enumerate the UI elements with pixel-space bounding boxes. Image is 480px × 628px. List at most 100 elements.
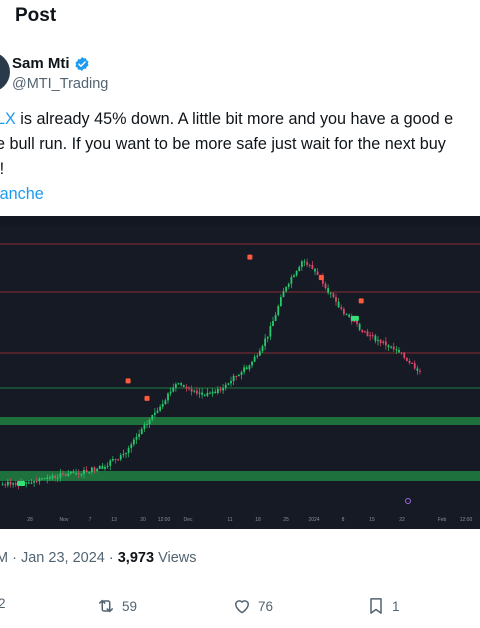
heart-icon xyxy=(235,600,249,614)
like-button[interactable]: 76 xyxy=(232,596,273,616)
author-name[interactable]: Sam Mti xyxy=(12,55,90,72)
candle-body xyxy=(256,355,259,357)
author-handle[interactable]: @MTI_Trading xyxy=(12,76,109,92)
candle-body xyxy=(416,368,419,371)
candle-body xyxy=(30,482,33,484)
sell-signal-1 xyxy=(144,395,150,401)
candle-body xyxy=(51,475,54,479)
candle-body xyxy=(114,459,117,461)
candle-body xyxy=(264,338,267,347)
post-date[interactable]: Jan 23, 2024 xyxy=(20,550,105,566)
candle-body xyxy=(274,315,277,321)
candle-body xyxy=(14,483,17,485)
candle-body xyxy=(90,467,93,473)
x-tick-label: 8 xyxy=(342,517,345,523)
candle-body xyxy=(148,419,151,424)
candle-body xyxy=(188,387,190,389)
post-line-1-text: is already 45% down. A little bit more a… xyxy=(15,110,454,128)
candle-body xyxy=(413,363,416,369)
x-tick-label: 2024 xyxy=(308,517,319,523)
candle-body xyxy=(419,370,421,372)
candle-body xyxy=(235,375,238,377)
post-time[interactable]: M xyxy=(0,550,9,566)
candle-body xyxy=(369,335,372,337)
candle-body xyxy=(177,383,180,385)
x-tick-label: Nov xyxy=(60,517,69,523)
candle-body xyxy=(83,470,85,475)
x-tick-label: 12:00 xyxy=(460,517,473,523)
candle-body xyxy=(25,482,28,484)
candle-body xyxy=(151,414,154,420)
reply-button[interactable]: 2 xyxy=(0,596,6,611)
candle-body xyxy=(258,351,261,356)
repost-count: 59 xyxy=(122,598,138,614)
candle-body xyxy=(314,268,316,272)
candle-body xyxy=(279,297,282,307)
candle-body xyxy=(159,406,162,411)
sell-signal-0 xyxy=(125,378,131,384)
candle-body xyxy=(85,470,88,472)
candle-body xyxy=(216,389,219,394)
candle-body xyxy=(342,308,345,315)
candle-body xyxy=(35,481,38,483)
meta-separator: · xyxy=(12,550,21,566)
candle-body xyxy=(203,394,206,396)
like-count: 76 xyxy=(258,598,274,614)
candle-body xyxy=(104,466,106,469)
candle-body xyxy=(398,349,400,353)
candle-body xyxy=(101,465,104,469)
x-tick-label: 20 xyxy=(140,517,146,523)
candle-body xyxy=(132,439,135,445)
bookmark-count: 1 xyxy=(392,598,400,614)
candle-body xyxy=(4,484,7,486)
candle-body xyxy=(69,471,72,474)
candle-body xyxy=(384,341,387,346)
candle-body xyxy=(374,335,377,341)
candle-body xyxy=(33,481,36,483)
x-tick-label: 22 xyxy=(399,517,405,523)
candle-body xyxy=(72,471,75,473)
candle-body xyxy=(195,390,198,394)
candle-body xyxy=(64,474,67,476)
candle-body xyxy=(1,484,4,486)
candle-body xyxy=(353,320,356,322)
candle-body xyxy=(98,465,101,469)
candle-body xyxy=(348,314,351,317)
candle-body xyxy=(172,387,175,392)
candle-body xyxy=(169,391,172,394)
candle-body xyxy=(48,477,51,479)
candle-body xyxy=(146,423,148,425)
candle-body xyxy=(43,478,46,480)
verified-badge-icon xyxy=(74,56,89,71)
bookmark-button[interactable]: 1 xyxy=(366,596,400,616)
event-marker-icon xyxy=(405,498,411,504)
reply-count: 2 xyxy=(0,596,6,611)
candle-body xyxy=(382,341,385,344)
candle-body xyxy=(77,473,80,475)
candle-body xyxy=(88,471,91,473)
avatar[interactable] xyxy=(0,52,10,92)
candle-body xyxy=(109,460,112,466)
x-tick-label: 13 xyxy=(111,517,117,523)
candle-body xyxy=(41,478,43,480)
x-tick-label: 15 xyxy=(369,517,375,523)
candle-body xyxy=(27,482,30,484)
candle-body xyxy=(59,473,62,478)
candle-body xyxy=(167,393,169,401)
candle-body xyxy=(408,360,411,363)
chart-image[interactable]: 28 Nov 7 13 20 12:00 Dec 11 18 25 2024 8 15 22 Feb 12:0… xyxy=(0,216,480,529)
candle-body xyxy=(285,286,288,292)
x-tick-label: Dec xyxy=(184,517,193,523)
candle-body xyxy=(156,410,159,413)
post-line-3: l! xyxy=(0,160,5,178)
candle-body xyxy=(185,386,188,388)
sell-signal-3 xyxy=(318,275,324,281)
repost-button[interactable]: 59 xyxy=(96,596,137,616)
repost-icon xyxy=(99,599,113,613)
candle-body xyxy=(272,320,274,327)
candle-body xyxy=(122,453,125,456)
candle-body xyxy=(392,346,395,350)
hashtag-link[interactable]: lanche xyxy=(0,185,44,203)
candle-body xyxy=(379,339,382,344)
ticker-link[interactable]: LX xyxy=(0,110,16,128)
